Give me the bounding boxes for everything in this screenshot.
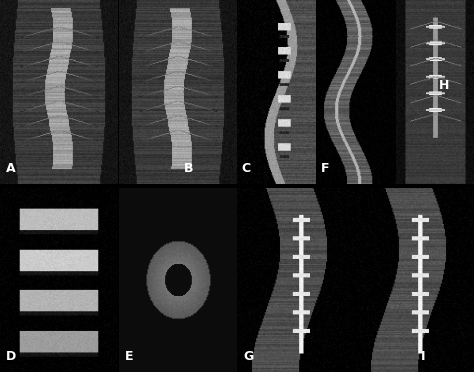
Text: F: F <box>320 162 329 175</box>
Text: G: G <box>243 350 254 363</box>
Text: E: E <box>125 350 133 363</box>
Text: D: D <box>6 350 16 363</box>
Text: I: I <box>421 350 426 363</box>
Text: B: B <box>183 162 193 175</box>
Text: H: H <box>439 79 449 92</box>
Text: A: A <box>6 162 16 175</box>
Text: C: C <box>241 162 250 175</box>
